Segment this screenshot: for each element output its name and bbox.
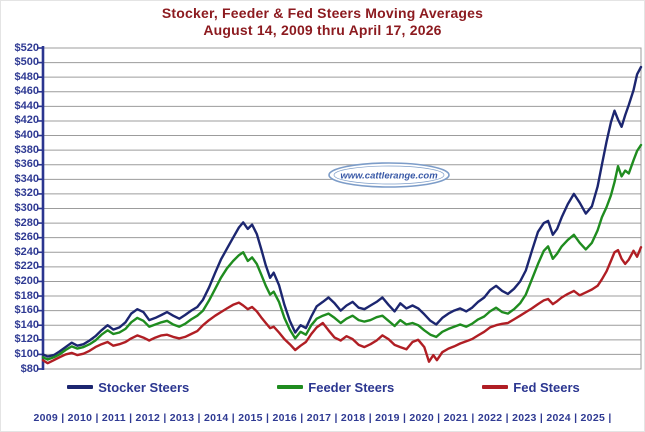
legend-label: Stocker Steers (98, 379, 190, 395)
legend-line-swatch (277, 385, 304, 389)
plot-area: www.cattlerange.com (37, 46, 643, 370)
y-axis-label: $300 (14, 202, 39, 214)
legend-line-swatch (67, 385, 94, 389)
y-axis-label: $160 (14, 304, 39, 317)
watermark-oval-inner (333, 165, 445, 185)
watermark-text: www.cattlerange.com (340, 171, 438, 182)
y-axis-label: $200 (14, 274, 39, 287)
legend-item-stocker-steers: Stocker Steers (67, 380, 189, 395)
y-axis-label: $480 (14, 70, 39, 83)
y-axis-label: $340 (14, 172, 39, 185)
chart-subtitle: August 14, 2009 thru April 17, 2026 (203, 22, 442, 38)
y-axis-label: $240 (14, 245, 39, 258)
y-axis-label: $140 (14, 318, 39, 331)
y-axis-label: $80 (20, 362, 39, 375)
y-axis-label: $460 (14, 85, 39, 98)
chart-title: Stocker, Feeder & Fed Steers Moving Aver… (161, 5, 484, 21)
stocker-steers-line (41, 65, 643, 358)
y-axis-label: $380 (14, 143, 39, 156)
y-axis-label: $100 (14, 347, 39, 360)
legend-item-feeder-steers: Feeder Steers (277, 380, 394, 395)
y-axis-label: $280 (14, 216, 39, 229)
y-axis-label: $260 (14, 231, 39, 244)
legend-label: Feeder Steers (308, 379, 395, 395)
x-axis-year-labels: 2009 | 2010 | 2011 | 2012 | 2013 | 2014 … (33, 412, 612, 424)
fed-steers-line (41, 245, 643, 365)
y-axis-label: $440 (14, 99, 39, 112)
y-axis-label: $180 (14, 289, 39, 302)
y-axis-label: $500 (14, 56, 39, 69)
y-axis-label: $360 (14, 158, 39, 171)
chart-title-block: Stocker, Feeder & Fed Steers Moving Aver… (1, 5, 644, 39)
watermark-oval (328, 162, 450, 188)
y-axis-label: $420 (14, 114, 39, 127)
legend-line-swatch (482, 385, 509, 389)
y-axis-label: $400 (14, 129, 39, 142)
legend: Stocker Steers Feeder Steers Fed Steers (21, 377, 626, 397)
y-axis-label: $120 (14, 333, 39, 346)
feeder-steers-line (41, 143, 643, 361)
y-axis-label: $320 (14, 187, 39, 200)
legend-label: Fed Steers (513, 379, 580, 395)
y-axis-label: $520 (14, 41, 39, 54)
y-axis-label: $220 (14, 260, 39, 273)
legend-item-fed-steers: Fed Steers (482, 379, 580, 395)
